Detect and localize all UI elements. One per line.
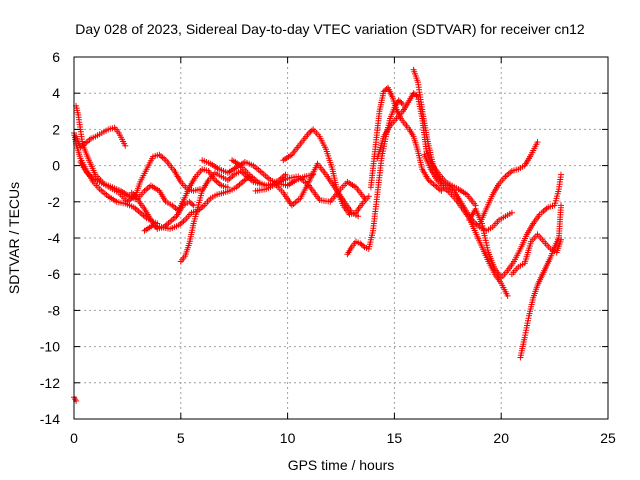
series-sat-c [73,102,197,232]
y-tick-label: -2 [48,194,61,210]
y-tick-label: -14 [40,411,60,427]
y-tick-label: 0 [52,158,60,174]
series-sat-e [128,166,231,214]
series-sat-r [476,139,541,227]
data-layer [71,66,564,404]
y-tick-label: 6 [52,49,60,65]
series-sat-m [367,84,445,194]
x-tick-label: 15 [387,430,403,446]
series-sat-u [538,171,564,216]
x-tick-label: 25 [600,430,616,446]
series-sat-p [421,151,511,299]
series-sat-d [77,151,203,205]
x-tick-label: 0 [70,430,78,446]
x-tick-label: 20 [493,430,509,446]
x-tick-label: 10 [280,430,296,446]
series-sat-n [374,90,479,209]
series-sat-q [466,206,543,281]
series-sat-k [252,173,368,205]
chart-title: Day 028 of 2023, Sidereal Day-to-day VTE… [75,21,585,37]
series-sat-f [141,173,253,234]
x-tick-label: 5 [177,430,185,446]
y-tick-label: -8 [48,302,61,318]
y-axis-title: SDTVAR / TECUs [6,182,22,294]
y-tick-label: -12 [40,375,60,391]
y-tick-label: 2 [52,121,60,137]
tick-layer: 0 5 10 15 20 25 -14 -12 -10 -8 -6 -4 -2 0 2 4 6 [40,49,616,446]
y-tick-label: -4 [48,230,61,246]
y-tick-label: -6 [48,266,61,282]
y-tick-label: -10 [40,339,60,355]
series-sat-t [517,202,564,361]
x-axis-title: GPS time / hours [288,457,395,473]
series-sat-v [71,394,80,404]
y-tick-label: 4 [52,85,60,101]
series-sat-g [177,168,289,265]
